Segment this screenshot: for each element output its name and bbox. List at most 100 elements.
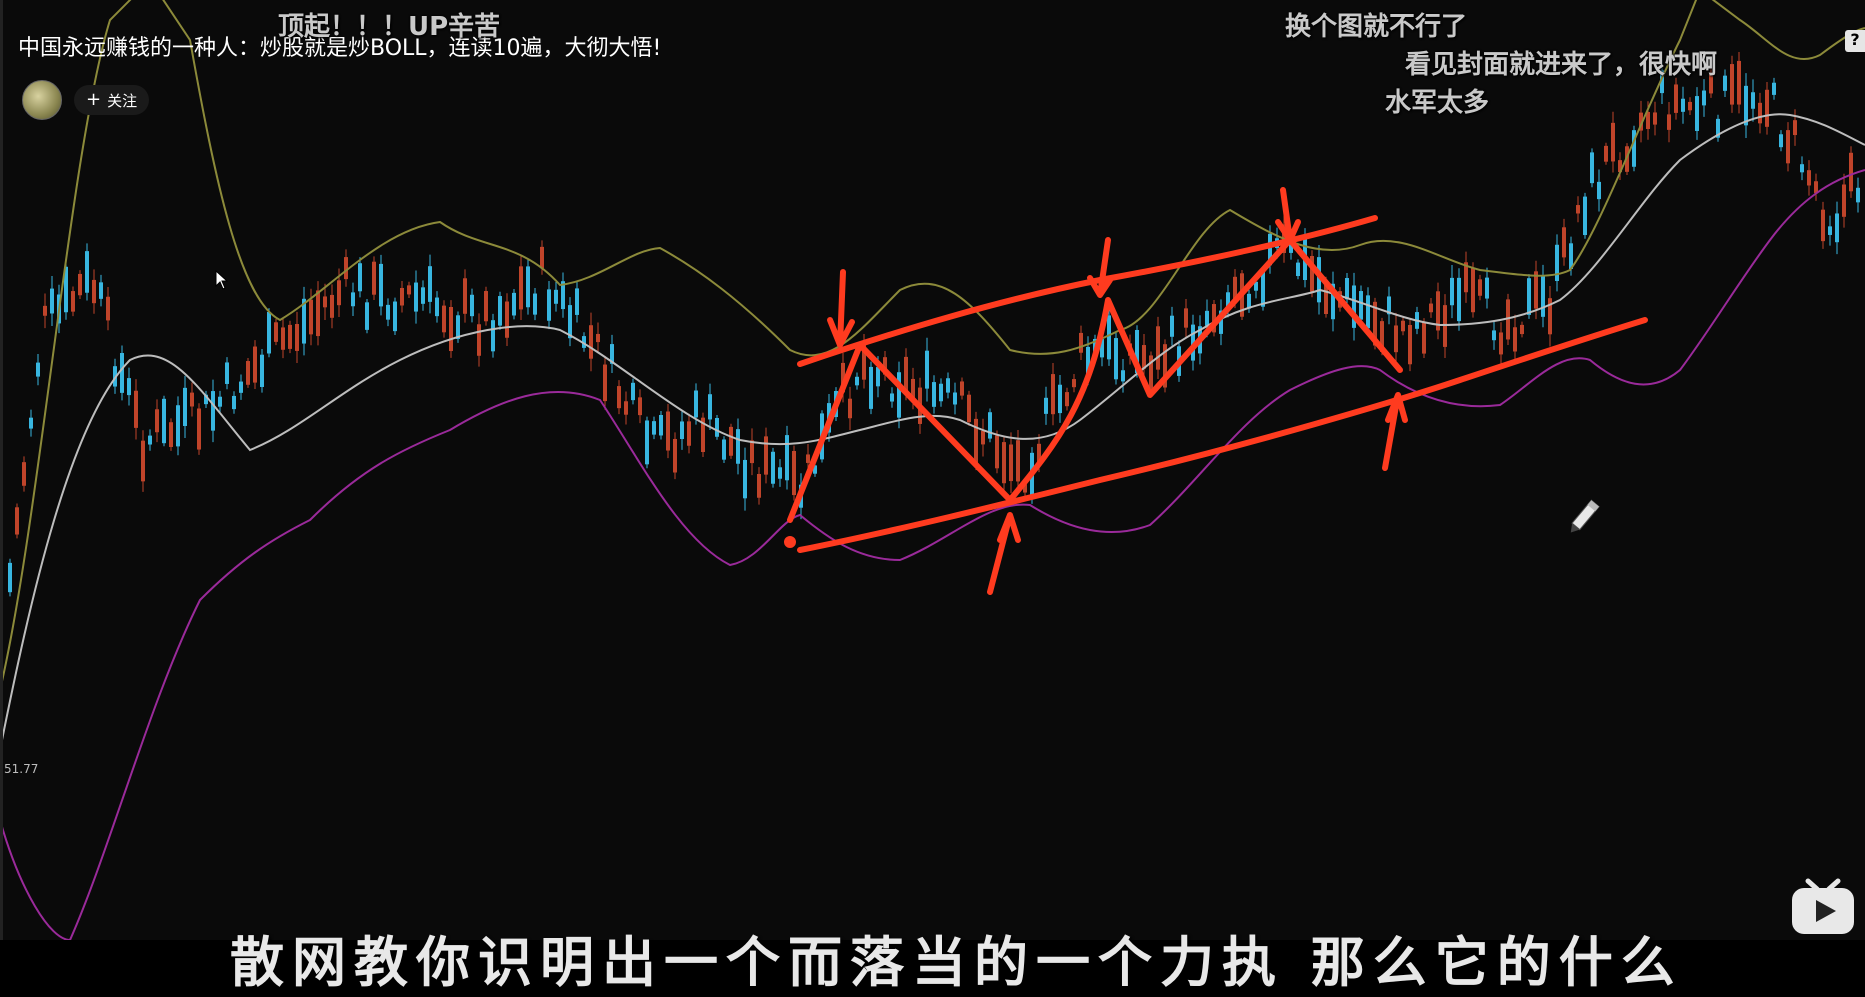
candle-body: [1044, 397, 1048, 414]
candle-body: [862, 342, 866, 380]
candle-body: [1009, 444, 1013, 482]
candle-body: [1646, 111, 1650, 129]
candle-body: [288, 324, 292, 349]
candle-body: [1744, 85, 1748, 126]
zigzag-line: [787, 237, 1403, 523]
candle-body: [1667, 114, 1671, 130]
candle-body: [225, 362, 229, 384]
avatar[interactable]: [22, 80, 62, 120]
candle-body: [1786, 130, 1790, 164]
candle-body: [1730, 64, 1734, 105]
candle-body: [1709, 72, 1713, 94]
candle-body: [1261, 269, 1265, 307]
help-button[interactable]: ?: [1845, 30, 1865, 52]
start-dot: [784, 536, 796, 548]
candle-body: [484, 291, 488, 322]
candle-body: [750, 440, 754, 464]
candle-body: [414, 282, 418, 312]
candle-body: [1345, 278, 1349, 300]
candle-body: [1821, 209, 1825, 242]
candle-body: [743, 459, 747, 499]
candle-body: [1513, 327, 1517, 352]
candle-body: [666, 411, 670, 451]
candle-body: [43, 305, 47, 316]
candle-body: [400, 287, 404, 306]
candle-body: [218, 396, 222, 407]
candle-body: [687, 421, 691, 446]
candle-body: [183, 387, 187, 426]
candle-body: [36, 362, 40, 377]
bilibili-logo-icon[interactable]: [1790, 878, 1856, 936]
candle-body: [1331, 283, 1335, 320]
candle-body: [638, 397, 642, 416]
candle-body: [1191, 324, 1195, 361]
candle-body: [722, 439, 726, 460]
candle-body: [659, 415, 663, 436]
candle-body: [1765, 89, 1769, 127]
candle-body: [365, 302, 369, 330]
candle-body: [330, 294, 334, 318]
candle-body: [1562, 227, 1566, 258]
candle-body: [267, 311, 271, 354]
candle-body: [99, 282, 103, 299]
candle-body: [1296, 262, 1300, 277]
candle-body: [1660, 70, 1664, 94]
candle-body: [176, 405, 180, 447]
candle-body: [1121, 370, 1125, 382]
candle-body: [1205, 310, 1209, 326]
arrow-down-3: [1275, 187, 1301, 243]
candle-body: [1723, 75, 1727, 91]
candle-body: [29, 417, 33, 429]
candle-body: [1212, 304, 1216, 333]
boll-upper-band: [0, 0, 1865, 691]
candle-body: [673, 438, 677, 473]
candle-body: [729, 426, 733, 456]
candle-body: [64, 266, 68, 313]
candle-body: [1849, 152, 1853, 192]
left-border: [0, 0, 3, 940]
candle-body: [519, 266, 523, 310]
candle-body: [1072, 379, 1076, 388]
candle-body: [1702, 90, 1706, 106]
candle-body: [1219, 310, 1223, 334]
candle-body: [967, 394, 971, 423]
arrow-up-1: [987, 512, 1021, 595]
candle-body: [694, 390, 698, 418]
candle-body: [792, 450, 796, 496]
candle-body: [1779, 134, 1783, 148]
candle-body: [379, 263, 383, 307]
follow-button[interactable]: + 关注: [74, 85, 150, 115]
candle-body: [526, 266, 530, 308]
candle-body: [1541, 275, 1545, 317]
candle-body: [1373, 301, 1377, 346]
candle-body: [645, 420, 649, 465]
candle-body: [1611, 122, 1615, 162]
candle-body: [393, 301, 397, 332]
candle-body: [15, 507, 19, 535]
candle-body: [1107, 315, 1111, 360]
candle-body: [974, 418, 978, 464]
candle-body: [1436, 291, 1440, 331]
channel-lower-line: [797, 317, 1648, 553]
follow-label: 关注: [107, 91, 138, 110]
candle-body: [708, 394, 712, 420]
candle-body: [1184, 308, 1188, 328]
candle-body: [1359, 291, 1363, 320]
candle-body: [1688, 101, 1692, 111]
candle-body: [274, 322, 278, 342]
candle-body: [372, 261, 376, 295]
candle-body: [1471, 267, 1475, 313]
candle-body: [1233, 276, 1237, 301]
candle-body: [876, 367, 880, 387]
candle-body: [561, 281, 565, 310]
candle-body: [295, 323, 299, 351]
candle-body: [1576, 205, 1580, 214]
candle-body: [1716, 118, 1720, 138]
candle-body: [106, 296, 110, 321]
candle-body: [1254, 281, 1258, 291]
candle-body: [309, 299, 313, 335]
candle-body: [1268, 233, 1272, 266]
candle-body: [1051, 374, 1055, 415]
candle-body: [890, 393, 894, 402]
